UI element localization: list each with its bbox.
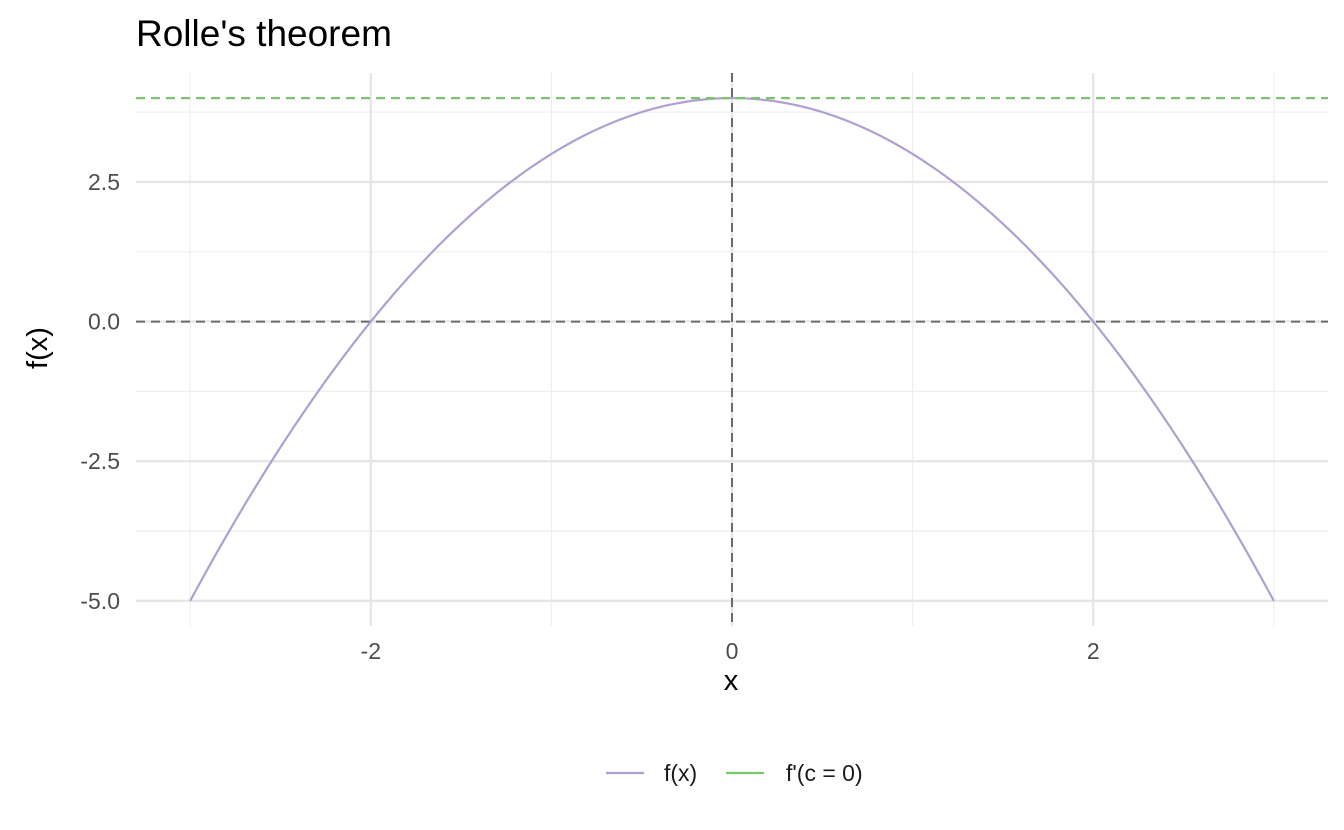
x-tick-label: -2 — [361, 638, 381, 664]
y-axis-title: f(x) — [22, 327, 54, 369]
reference-lines — [136, 73, 1328, 626]
chart-title: Rolle's theorem — [136, 13, 392, 54]
x-axis-title: x — [724, 665, 739, 697]
legend: f(x) f'(c = 0) — [606, 760, 863, 786]
x-axis-ticks: -2 0 2 — [361, 638, 1100, 664]
x-tick-label: 2 — [1087, 638, 1100, 664]
y-tick-label: 0.0 — [88, 309, 120, 335]
x-tick-label: 0 — [726, 638, 739, 664]
series-lines — [136, 97, 1328, 602]
y-tick-label: 2.5 — [88, 169, 120, 195]
y-tick-label: -2.5 — [80, 448, 120, 474]
legend-label: f(x) — [664, 760, 697, 786]
series-line-f-of-x — [189, 97, 1275, 602]
y-axis-ticks: -5.0 -2.5 0.0 2.5 — [80, 169, 120, 614]
legend-label: f'(c = 0) — [786, 760, 863, 786]
y-tick-label: -5.0 — [80, 588, 120, 614]
